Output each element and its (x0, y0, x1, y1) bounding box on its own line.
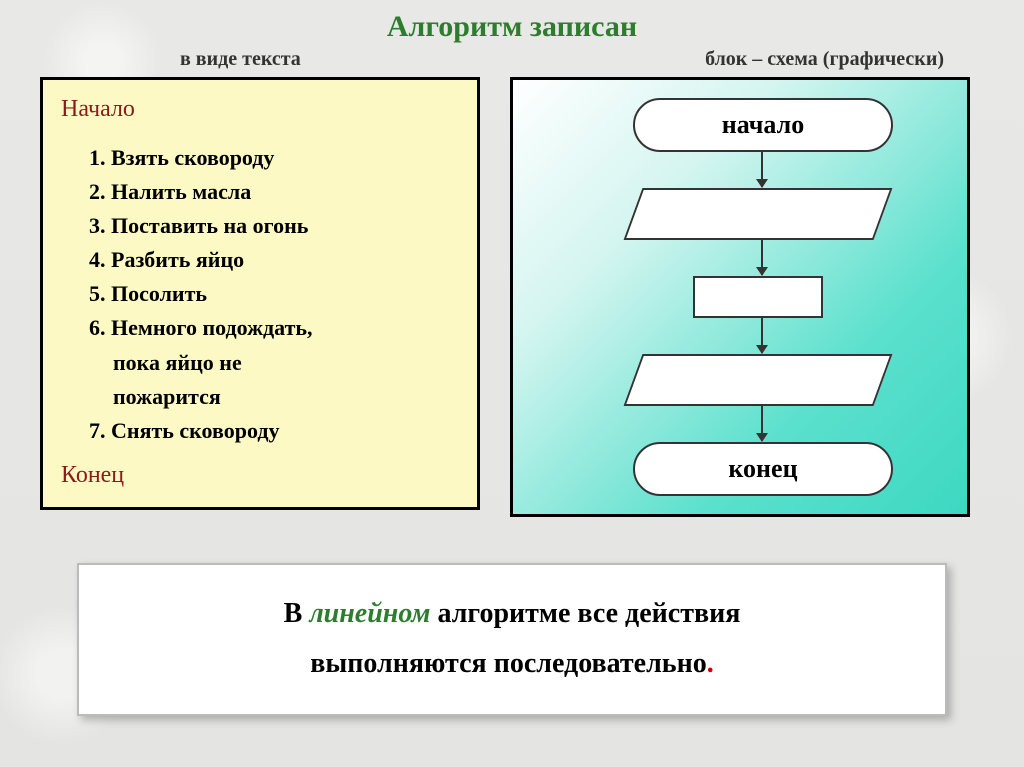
keyword-start: Начало (61, 96, 459, 123)
keyword-end: Конец (61, 462, 459, 489)
flowchart-arrow (761, 318, 763, 353)
step: 4. Разбить яйцо (89, 243, 459, 277)
page-title: Алгоритм записан (40, 10, 984, 44)
algorithm-steps: 1. Взять сковороду 2. Налить масла 3. По… (89, 141, 459, 448)
summary-text-pre: В (284, 598, 310, 629)
flowchart-arrow (761, 406, 763, 441)
summary-accent: линейном (309, 598, 430, 629)
flowchart-io (624, 354, 893, 406)
step: 3. Поставить на огонь (89, 209, 459, 243)
summary-text-mid: алгоритме все действия (430, 598, 740, 629)
flowchart-box: начало конец (510, 77, 970, 517)
flowchart-io (624, 188, 893, 240)
summary-box: В линейном алгоритме все действия выполн… (77, 563, 947, 716)
flowchart-arrow (761, 152, 763, 187)
flowchart-start-label: начало (722, 110, 804, 140)
subtitle-right: блок – схема (графически) (705, 48, 944, 71)
main-row: Начало 1. Взять сковороду 2. Налить масл… (40, 77, 984, 517)
step: 5. Посолить (89, 277, 459, 311)
step: 2. Налить масла (89, 175, 459, 209)
subtitle-row: в виде текста блок – схема (графически) (40, 48, 984, 77)
flowchart-process (693, 276, 823, 318)
flowchart-end-label: конец (728, 454, 797, 484)
flowchart-terminator-start: начало (633, 98, 893, 152)
step-cont: пожарится (113, 380, 459, 414)
slide-content: Алгоритм записан в виде текста блок – сх… (0, 0, 1024, 736)
step-cont: пока яйцо не (113, 346, 459, 380)
text-algorithm-box: Начало 1. Взять сковороду 2. Налить масл… (40, 77, 480, 510)
summary-dot: . (707, 648, 714, 679)
flowchart-arrow (761, 240, 763, 275)
flowchart-terminator-end: конец (633, 442, 893, 496)
summary-text-line2: выполняются последовательно (310, 648, 706, 679)
subtitle-left: в виде текста (180, 48, 301, 71)
step: 6. Немного подождать, (89, 311, 459, 345)
step: 7. Снять сковороду (89, 414, 459, 448)
step: 1. Взять сковороду (89, 141, 459, 175)
